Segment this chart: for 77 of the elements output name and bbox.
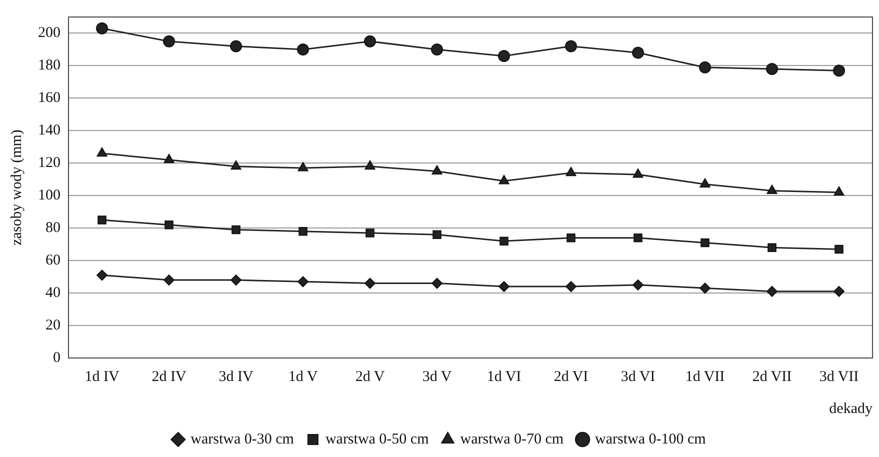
point [164,274,174,286]
point [500,236,508,246]
point [766,62,778,75]
point [98,216,106,224]
y-tick-label: 120 [38,155,60,172]
point [632,279,644,290]
point [833,64,845,77]
y-tick-label: 40 [46,284,60,301]
y-tick-label: 140 [38,122,60,139]
point [298,226,308,236]
point [834,186,844,196]
x-tick-label: 1d VII [685,368,725,385]
y-axis-title: zasoby wody (mm) [8,130,25,246]
point [566,281,576,292]
legend-label: warstwa 0-30 cm [190,431,294,448]
point [766,184,778,194]
point [699,61,711,74]
point [230,40,242,52]
point [700,238,710,248]
point [834,244,844,254]
legend-label: warstwa 0-70 cm [460,431,564,448]
point [164,220,174,230]
point [498,50,510,62]
point [230,274,242,286]
point [498,175,510,184]
point [96,270,108,281]
point [96,22,108,34]
point [364,278,376,289]
point [364,35,376,48]
y-tick-label: 180 [38,58,60,74]
point [700,282,710,294]
point [566,166,576,176]
y-tick-label: 20 [46,317,60,334]
point [432,230,442,239]
point [432,278,442,289]
y-tick-label: 60 [46,252,60,269]
x-tick-label: 1d VI [486,368,522,385]
x-tick-label: 3d V [422,368,452,385]
point [766,286,778,297]
x-tick-label: 3d IV [218,368,254,385]
x-tick-label: 3d VI [620,368,656,385]
point [498,281,510,292]
x-tick-label: 1d V [288,368,318,385]
x-tick-label: 2d VI [554,368,588,385]
y-tick-label: 0 [53,350,60,366]
point [432,165,442,175]
point [163,35,175,48]
x-tick-label: 1d IV [84,368,120,385]
point [297,43,309,56]
point [632,46,644,59]
point [431,43,443,56]
legend-label: warstwa 0-100 cm [595,431,706,448]
x-axis-title: dekady [829,400,873,417]
point [164,154,174,164]
point [230,160,242,170]
point [632,168,644,178]
point [634,233,642,242]
y-tick-label: 80 [46,220,60,236]
y-tick-label: 100 [38,188,60,204]
y-tick-label: 160 [38,90,60,106]
point [298,276,308,288]
point [232,225,240,234]
x-tick-label: 2d IV [152,368,186,385]
y-tick-label: 200 [38,25,60,42]
point [366,228,374,238]
x-tick-label: 2d VII [752,368,792,385]
x-tick-label: 3d VII [819,368,859,385]
x-tick-label: 2d V [355,368,385,385]
point [364,160,376,170]
point [565,40,577,52]
point [566,233,576,242]
legend-label: warstwa 0-50 cm [325,431,430,448]
point [96,147,108,157]
point [298,162,308,172]
point [834,286,844,297]
point [768,243,776,252]
point [700,178,710,188]
